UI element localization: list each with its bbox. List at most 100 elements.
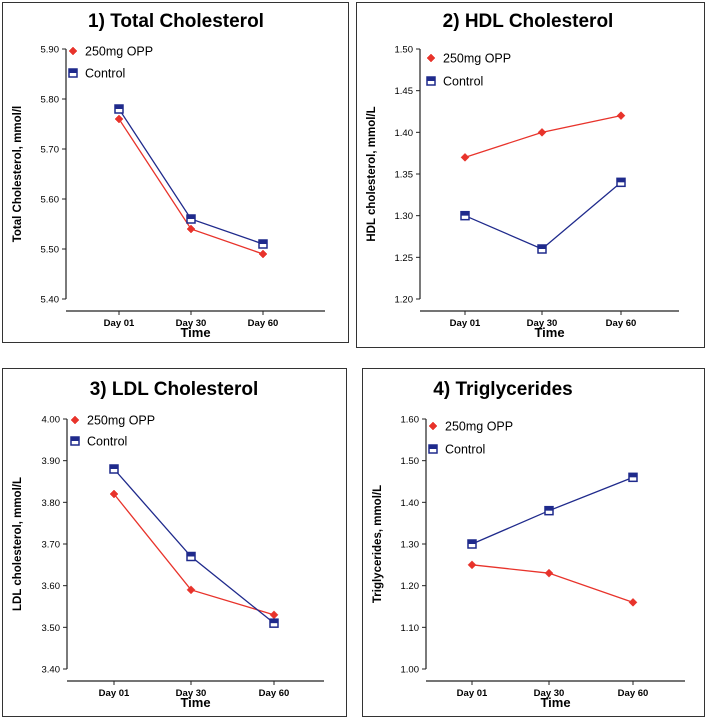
- y-tick-label: 1.20: [395, 295, 414, 306]
- legend-marker-opp: [426, 53, 436, 63]
- data-point-control: [460, 210, 470, 221]
- x-tick-label: Day 30: [534, 688, 565, 699]
- legend-label-control: Control: [443, 75, 483, 89]
- data-point-control: [109, 464, 119, 474]
- y-tick-label: 1.25: [395, 253, 414, 264]
- legend-label-control: Control: [85, 67, 125, 81]
- legend-label-opp: 250mg OPP: [87, 414, 155, 428]
- data-point-control: [628, 472, 638, 483]
- data-point-control: [544, 505, 554, 516]
- data-point-opp: [544, 568, 554, 578]
- y-tick-label: 1.30: [401, 540, 420, 551]
- y-tick-label: 5.50: [41, 245, 60, 256]
- y-tick-label: 1.40: [401, 498, 420, 509]
- y-tick-label: 3.40: [42, 665, 61, 676]
- data-point-control: [258, 239, 268, 249]
- y-tick-label: 3.80: [42, 498, 61, 509]
- x-tick-label: Day 01: [99, 688, 130, 699]
- x-tick-label: Day 30: [176, 318, 207, 329]
- legend-marker-opp: [68, 46, 78, 56]
- y-tick-label: 5.70: [41, 145, 60, 156]
- chart-svg: 2) HDL Cholesterol 1.20 1.25 1.30 1.35 1.40 1.…: [366, 11, 679, 340]
- legend-label-opp: 250mg OPP: [85, 45, 153, 59]
- data-point-opp: [460, 152, 470, 162]
- y-tick-label: 1.35: [395, 170, 414, 181]
- y-tick-label: 1.40: [395, 128, 414, 139]
- chart-title: 1) Total Cholesterol: [88, 11, 264, 32]
- x-tick-label: Day 01: [104, 318, 135, 329]
- chart-svg: 1) Total Cholesterol 5.40 5.50 5.60 5.70 5.80…: [12, 11, 325, 340]
- legend-marker-control: [68, 68, 78, 78]
- y-tick-label: 1.60: [401, 415, 420, 426]
- y-tick-label: 1.45: [395, 86, 414, 97]
- data-point-opp: [109, 489, 119, 499]
- data-point-opp: [186, 585, 196, 595]
- data-point-control: [114, 104, 124, 114]
- data-point-control: [186, 551, 196, 562]
- legend-marker-opp: [70, 415, 80, 425]
- series-line-control: [113, 468, 275, 624]
- y-tick-label: 1.50: [395, 45, 414, 56]
- chart-svg: 4) Triglycerides 1.00 1.10 1.20 1.30 1.40 1.50…: [372, 379, 685, 710]
- panel-total-cholesterol: 1) Total Cholesterol 5.40 5.50 5.60 5.70 5.80…: [2, 2, 349, 343]
- x-axis-label: Time: [534, 325, 564, 340]
- data-point-opp: [628, 597, 638, 607]
- y-tick-label: 1.50: [401, 456, 420, 467]
- chart-title: 4) Triglycerides: [433, 379, 572, 400]
- legend-marker-control: [426, 76, 436, 86]
- x-axis-label: Time: [180, 695, 210, 710]
- y-tick-label: 1.30: [395, 211, 414, 222]
- y-tick-label: 3.50: [42, 623, 61, 634]
- x-tick-label: Day 60: [606, 318, 637, 329]
- y-axis-label: Triglycerides, mmol/L: [372, 485, 384, 603]
- y-tick-label: 3.60: [42, 581, 61, 592]
- data-point-opp: [269, 610, 279, 620]
- data-point-control: [186, 214, 196, 224]
- data-point-opp: [537, 127, 547, 137]
- x-tick-label: Day 01: [450, 318, 481, 329]
- panel-hdl-cholesterol: 2) HDL Cholesterol 1.20 1.25 1.30 1.35 1.40 1.…: [356, 2, 705, 348]
- data-point-control: [269, 618, 279, 628]
- legend-marker-control: [70, 436, 80, 446]
- series-line-opp: [118, 118, 264, 255]
- x-tick-label: Day 30: [176, 688, 207, 699]
- data-point-control: [467, 539, 477, 549]
- data-point-opp: [186, 224, 196, 234]
- legend-label-control: Control: [87, 435, 127, 449]
- data-point-control: [616, 177, 626, 188]
- y-tick-label: 1.10: [401, 623, 420, 634]
- series-line-opp: [464, 115, 622, 158]
- legend-label-opp: 250mg OPP: [443, 52, 511, 66]
- x-tick-label: Day 60: [248, 318, 279, 329]
- y-tick-label: 3.70: [42, 540, 61, 551]
- panel-ldl-cholesterol: 3) LDL Cholesterol 3.40 3.50 3.60 3.70 3.80 3.…: [2, 368, 347, 717]
- series-line-opp: [471, 564, 634, 603]
- chart-title: 3) LDL Cholesterol: [90, 379, 259, 400]
- data-point-opp: [114, 114, 124, 124]
- legend-label-opp: 250mg OPP: [445, 420, 513, 434]
- x-tick-label: Day 60: [618, 688, 649, 699]
- legend-marker-opp: [428, 421, 438, 431]
- y-tick-label: 5.90: [41, 45, 60, 56]
- chart-svg: 3) LDL Cholesterol 3.40 3.50 3.60 3.70 3.80 3.…: [12, 379, 324, 710]
- y-axis-label: HDL cholesterol, mmol/L: [366, 106, 378, 241]
- data-point-control: [537, 244, 547, 254]
- data-point-opp: [616, 111, 626, 121]
- y-tick-label: 5.60: [41, 195, 60, 206]
- panel-triglycerides: 4) Triglycerides 1.00 1.10 1.20 1.30 1.40 1.50…: [362, 368, 705, 717]
- x-axis-label: Time: [540, 695, 570, 710]
- y-tick-label: 3.90: [42, 456, 61, 467]
- series-line-control: [464, 181, 622, 250]
- y-tick-label: 5.40: [41, 295, 60, 306]
- x-tick-label: Day 30: [527, 318, 558, 329]
- data-point-opp: [258, 249, 268, 259]
- chart-title: 2) HDL Cholesterol: [443, 11, 614, 32]
- legend-label-control: Control: [445, 443, 485, 457]
- y-tick-label: 1.20: [401, 581, 420, 592]
- x-tick-label: Day 60: [259, 688, 290, 699]
- legend-marker-control: [428, 444, 438, 454]
- x-tick-label: Day 01: [457, 688, 488, 699]
- y-axis-label: Total Cholesterol, mmol/l: [12, 106, 24, 243]
- y-tick-label: 4.00: [42, 415, 61, 426]
- y-axis-label: LDL cholesterol, mmol/L: [12, 477, 24, 611]
